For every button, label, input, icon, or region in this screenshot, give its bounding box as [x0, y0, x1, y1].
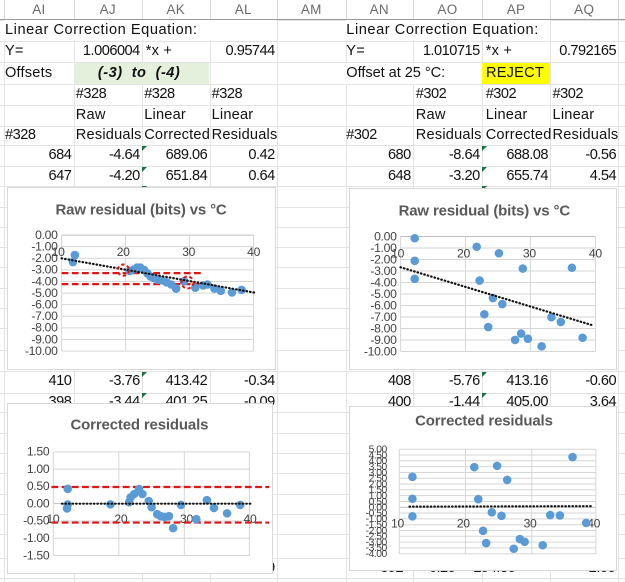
svg-text:-6.00: -6.00: [31, 298, 58, 312]
svg-text:40: 40: [244, 512, 257, 526]
svg-text:40: 40: [587, 517, 600, 531]
svg-text:40: 40: [247, 245, 260, 259]
svg-text:-0.50: -0.50: [365, 508, 387, 519]
svg-text:-3.00: -3.00: [370, 264, 397, 278]
svg-text:Raw residual (bits) vs °C: Raw residual (bits) vs °C: [55, 202, 226, 219]
svg-text:-5.00: -5.00: [31, 286, 58, 300]
svg-text:2.50: 2.50: [368, 474, 387, 485]
svg-text:10: 10: [46, 512, 59, 526]
svg-text:-2.00: -2.00: [31, 251, 58, 265]
svg-text:1.00: 1.00: [368, 491, 387, 502]
svg-text:10: 10: [390, 517, 403, 531]
svg-text:-7.00: -7.00: [370, 310, 397, 324]
svg-text:-9.00: -9.00: [31, 333, 58, 347]
svg-text:-1.00: -1.00: [23, 531, 50, 545]
svg-text:-1.00: -1.00: [31, 240, 58, 254]
svg-text:30: 30: [182, 245, 195, 259]
svg-text:-10.00: -10.00: [25, 344, 58, 358]
svg-text:30: 30: [522, 247, 535, 261]
svg-text:10: 10: [391, 247, 404, 261]
svg-text:-8.00: -8.00: [31, 321, 58, 335]
svg-text:30: 30: [180, 512, 193, 526]
svg-text:4.00: 4.00: [368, 456, 387, 467]
svg-text:5.00: 5.00: [368, 445, 387, 456]
svg-text:20: 20: [457, 247, 470, 261]
svg-text:-2.00: -2.00: [370, 252, 397, 266]
svg-text:0.50: 0.50: [368, 497, 387, 508]
svg-text:4.50: 4.50: [368, 450, 387, 461]
svg-text:-4.00: -4.00: [370, 275, 397, 289]
svg-text:20: 20: [117, 245, 130, 259]
svg-text:0.00: 0.00: [27, 496, 50, 510]
svg-text:-1.50: -1.50: [23, 548, 50, 562]
svg-text:-5.00: -5.00: [370, 287, 397, 301]
svg-text:0.00: 0.00: [35, 228, 58, 242]
svg-text:1.50: 1.50: [368, 485, 387, 496]
svg-text:1.50: 1.50: [27, 445, 50, 459]
svg-text:Corrected residuals: Corrected residuals: [71, 417, 209, 434]
svg-text:0.50: 0.50: [27, 479, 50, 493]
svg-text:2.00: 2.00: [368, 479, 387, 490]
svg-text:20: 20: [456, 517, 469, 531]
svg-text:-6.00: -6.00: [370, 298, 397, 312]
svg-text:-1.00: -1.00: [365, 514, 387, 525]
svg-text:40: 40: [588, 247, 601, 261]
svg-text:Raw residual (bits) vs °C: Raw residual (bits) vs °C: [398, 202, 570, 219]
svg-text:0.00: 0.00: [374, 229, 397, 243]
svg-text:-7.00: -7.00: [31, 309, 58, 323]
svg-text:-2.50: -2.50: [365, 532, 387, 543]
svg-text:-1.00: -1.00: [370, 241, 397, 255]
svg-text:-8.00: -8.00: [370, 321, 397, 335]
svg-text:3.50: 3.50: [368, 462, 387, 473]
svg-text:-3.50: -3.50: [365, 543, 387, 554]
svg-text:-4.00: -4.00: [31, 275, 58, 289]
svg-text:10: 10: [52, 245, 65, 259]
svg-text:-2.00: -2.00: [365, 526, 387, 537]
svg-text:-1.50: -1.50: [365, 520, 387, 531]
svg-text:-0.50: -0.50: [23, 514, 50, 528]
svg-text:20: 20: [114, 512, 127, 526]
svg-text:-3.00: -3.00: [365, 537, 387, 548]
svg-text:1.00: 1.00: [27, 462, 50, 476]
svg-text:-3.00: -3.00: [31, 263, 58, 277]
svg-text:0.00: 0.00: [368, 503, 387, 514]
svg-text:-10.00: -10.00: [363, 344, 396, 358]
svg-text:3.00: 3.00: [368, 468, 387, 479]
svg-text:30: 30: [523, 517, 536, 531]
svg-text:-4.00: -4.00: [365, 549, 387, 560]
svg-text:Corrected residuals: Corrected residuals: [415, 412, 553, 429]
svg-text:-9.00: -9.00: [370, 333, 397, 347]
